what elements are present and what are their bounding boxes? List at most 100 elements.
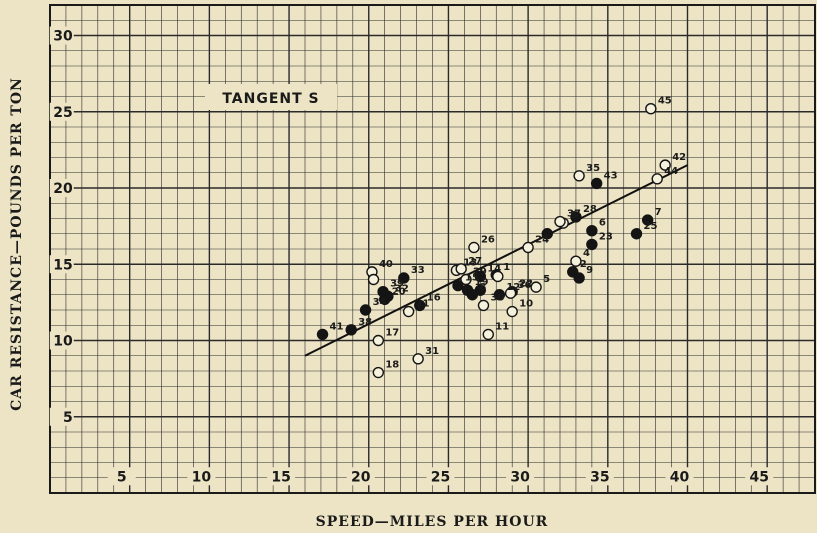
- data-point-open: [468, 241, 480, 254]
- y-tick-bg: [49, 179, 74, 197]
- x-tick-label: 15: [271, 469, 290, 485]
- data-point-label: 6: [599, 218, 606, 229]
- data-point-open: [504, 287, 517, 299]
- data-point-label: 28: [583, 204, 597, 215]
- x-tick-bg: [267, 467, 296, 486]
- data-point-open: [570, 255, 582, 267]
- data-point-label: 40: [379, 259, 393, 270]
- data-point-label: 21: [416, 299, 430, 310]
- data-point-filled: [586, 238, 598, 251]
- data-point-label: 14: [487, 263, 501, 274]
- data-point-label: 32: [395, 283, 409, 294]
- data-point-filled: [541, 228, 553, 240]
- data-point-filled: [359, 304, 372, 316]
- data-point-filled: [573, 272, 585, 284]
- data-point-filled: [398, 272, 410, 284]
- data-point-label: 11: [495, 321, 509, 332]
- data-point-open: [522, 241, 534, 254]
- point-labels: 1 234567891011121314151617181920212223242…: [330, 96, 687, 371]
- data-point-label: 38: [358, 317, 372, 328]
- data-point-label: 12: [506, 282, 520, 293]
- data-point-open: [573, 170, 585, 182]
- data-point-label: 25: [644, 221, 658, 232]
- data-point-open: [402, 305, 415, 318]
- x-tick-bg: [665, 467, 694, 486]
- data-point-filled: [590, 177, 603, 190]
- data-point-label: 17: [385, 328, 399, 339]
- data-point-label: 7: [655, 207, 662, 218]
- annotation-box: [205, 84, 337, 110]
- data-point-label: 41: [330, 321, 344, 332]
- data-point-open: [455, 263, 467, 275]
- data-point-open: [372, 366, 385, 379]
- data-point-open: [367, 273, 380, 286]
- data-point-label: 22: [519, 279, 533, 290]
- data-point-filled: [474, 284, 487, 296]
- data-point-filled: [474, 270, 487, 283]
- y-tick-bg: [49, 331, 74, 350]
- chart-annotation: TANGENT S: [222, 91, 319, 107]
- x-tick-bg: [107, 467, 136, 486]
- y-tick-label: 20: [53, 181, 73, 197]
- trendline: [304, 164, 688, 357]
- data-point-filled: [586, 224, 598, 237]
- x-tick-bg: [346, 467, 375, 486]
- x-tick-label: 35: [590, 469, 609, 485]
- data-point-open: [645, 102, 657, 115]
- data-point-label: 36: [518, 280, 532, 291]
- data-point-label: 9: [586, 265, 593, 276]
- data-point-label: 45: [658, 96, 672, 107]
- data-point-label: 2: [580, 259, 587, 270]
- x-tick-bg: [585, 467, 614, 486]
- data-point-label: 4: [583, 248, 590, 259]
- data-point-label: 5: [543, 274, 550, 285]
- x-tick-bg: [187, 467, 216, 486]
- data-point-label: 44: [664, 166, 678, 177]
- data-point-label: 19: [475, 277, 489, 288]
- data-point-filled: [630, 228, 643, 240]
- data-point-label: 42: [672, 152, 686, 163]
- data-point-open: [530, 281, 542, 293]
- data-point-open: [651, 173, 663, 185]
- data-point-label: 27: [468, 256, 482, 267]
- data-point-label: 16: [427, 292, 441, 303]
- data-point-label: 24: [535, 234, 549, 245]
- x-axis-label: SPEED—MILES PER HOUR: [316, 514, 549, 530]
- data-point-label: 23: [599, 231, 613, 242]
- data-point-label: 29: [473, 267, 487, 278]
- y-tick-bg: [49, 26, 74, 45]
- data-point-label: 3: [570, 210, 577, 221]
- y-axis-label: CAR RESISTANCE—POUNDS PER TON: [9, 77, 25, 411]
- data-point-open: [412, 353, 424, 365]
- data-point-label: 26: [481, 234, 495, 245]
- data-point-label: 43: [604, 170, 618, 181]
- data-point-filled: [316, 328, 329, 341]
- x-tick-label: 40: [670, 469, 690, 485]
- data-point-label: 37: [567, 209, 581, 220]
- data-point-label: 18: [385, 360, 399, 371]
- x-tick-label: 45: [749, 469, 768, 485]
- data-point-label: 8: [479, 282, 486, 293]
- data-point-filled: [452, 279, 464, 292]
- x-tick-label: 20: [351, 469, 371, 485]
- data-point-open: [482, 328, 494, 341]
- data-point-open: [460, 273, 472, 286]
- data-point-filled: [461, 284, 474, 296]
- data-point-open: [554, 215, 566, 228]
- data-point-open: [492, 270, 504, 283]
- data-point-filled: [570, 211, 582, 223]
- data-point-label: 34: [373, 297, 387, 308]
- data-point-label: 20: [392, 286, 406, 297]
- data-point-label: 30: [491, 292, 505, 303]
- plot-border: [49, 4, 816, 494]
- y-tick-label: 25: [53, 105, 72, 121]
- data-point-filled: [641, 214, 654, 226]
- data-point-open: [372, 334, 385, 347]
- data-point-label: 15: [465, 273, 479, 284]
- x-tick-bg: [426, 467, 455, 486]
- x-tick-label: 30: [510, 469, 530, 485]
- data-point-label: 35: [586, 163, 600, 174]
- x-tick-bg: [745, 467, 774, 486]
